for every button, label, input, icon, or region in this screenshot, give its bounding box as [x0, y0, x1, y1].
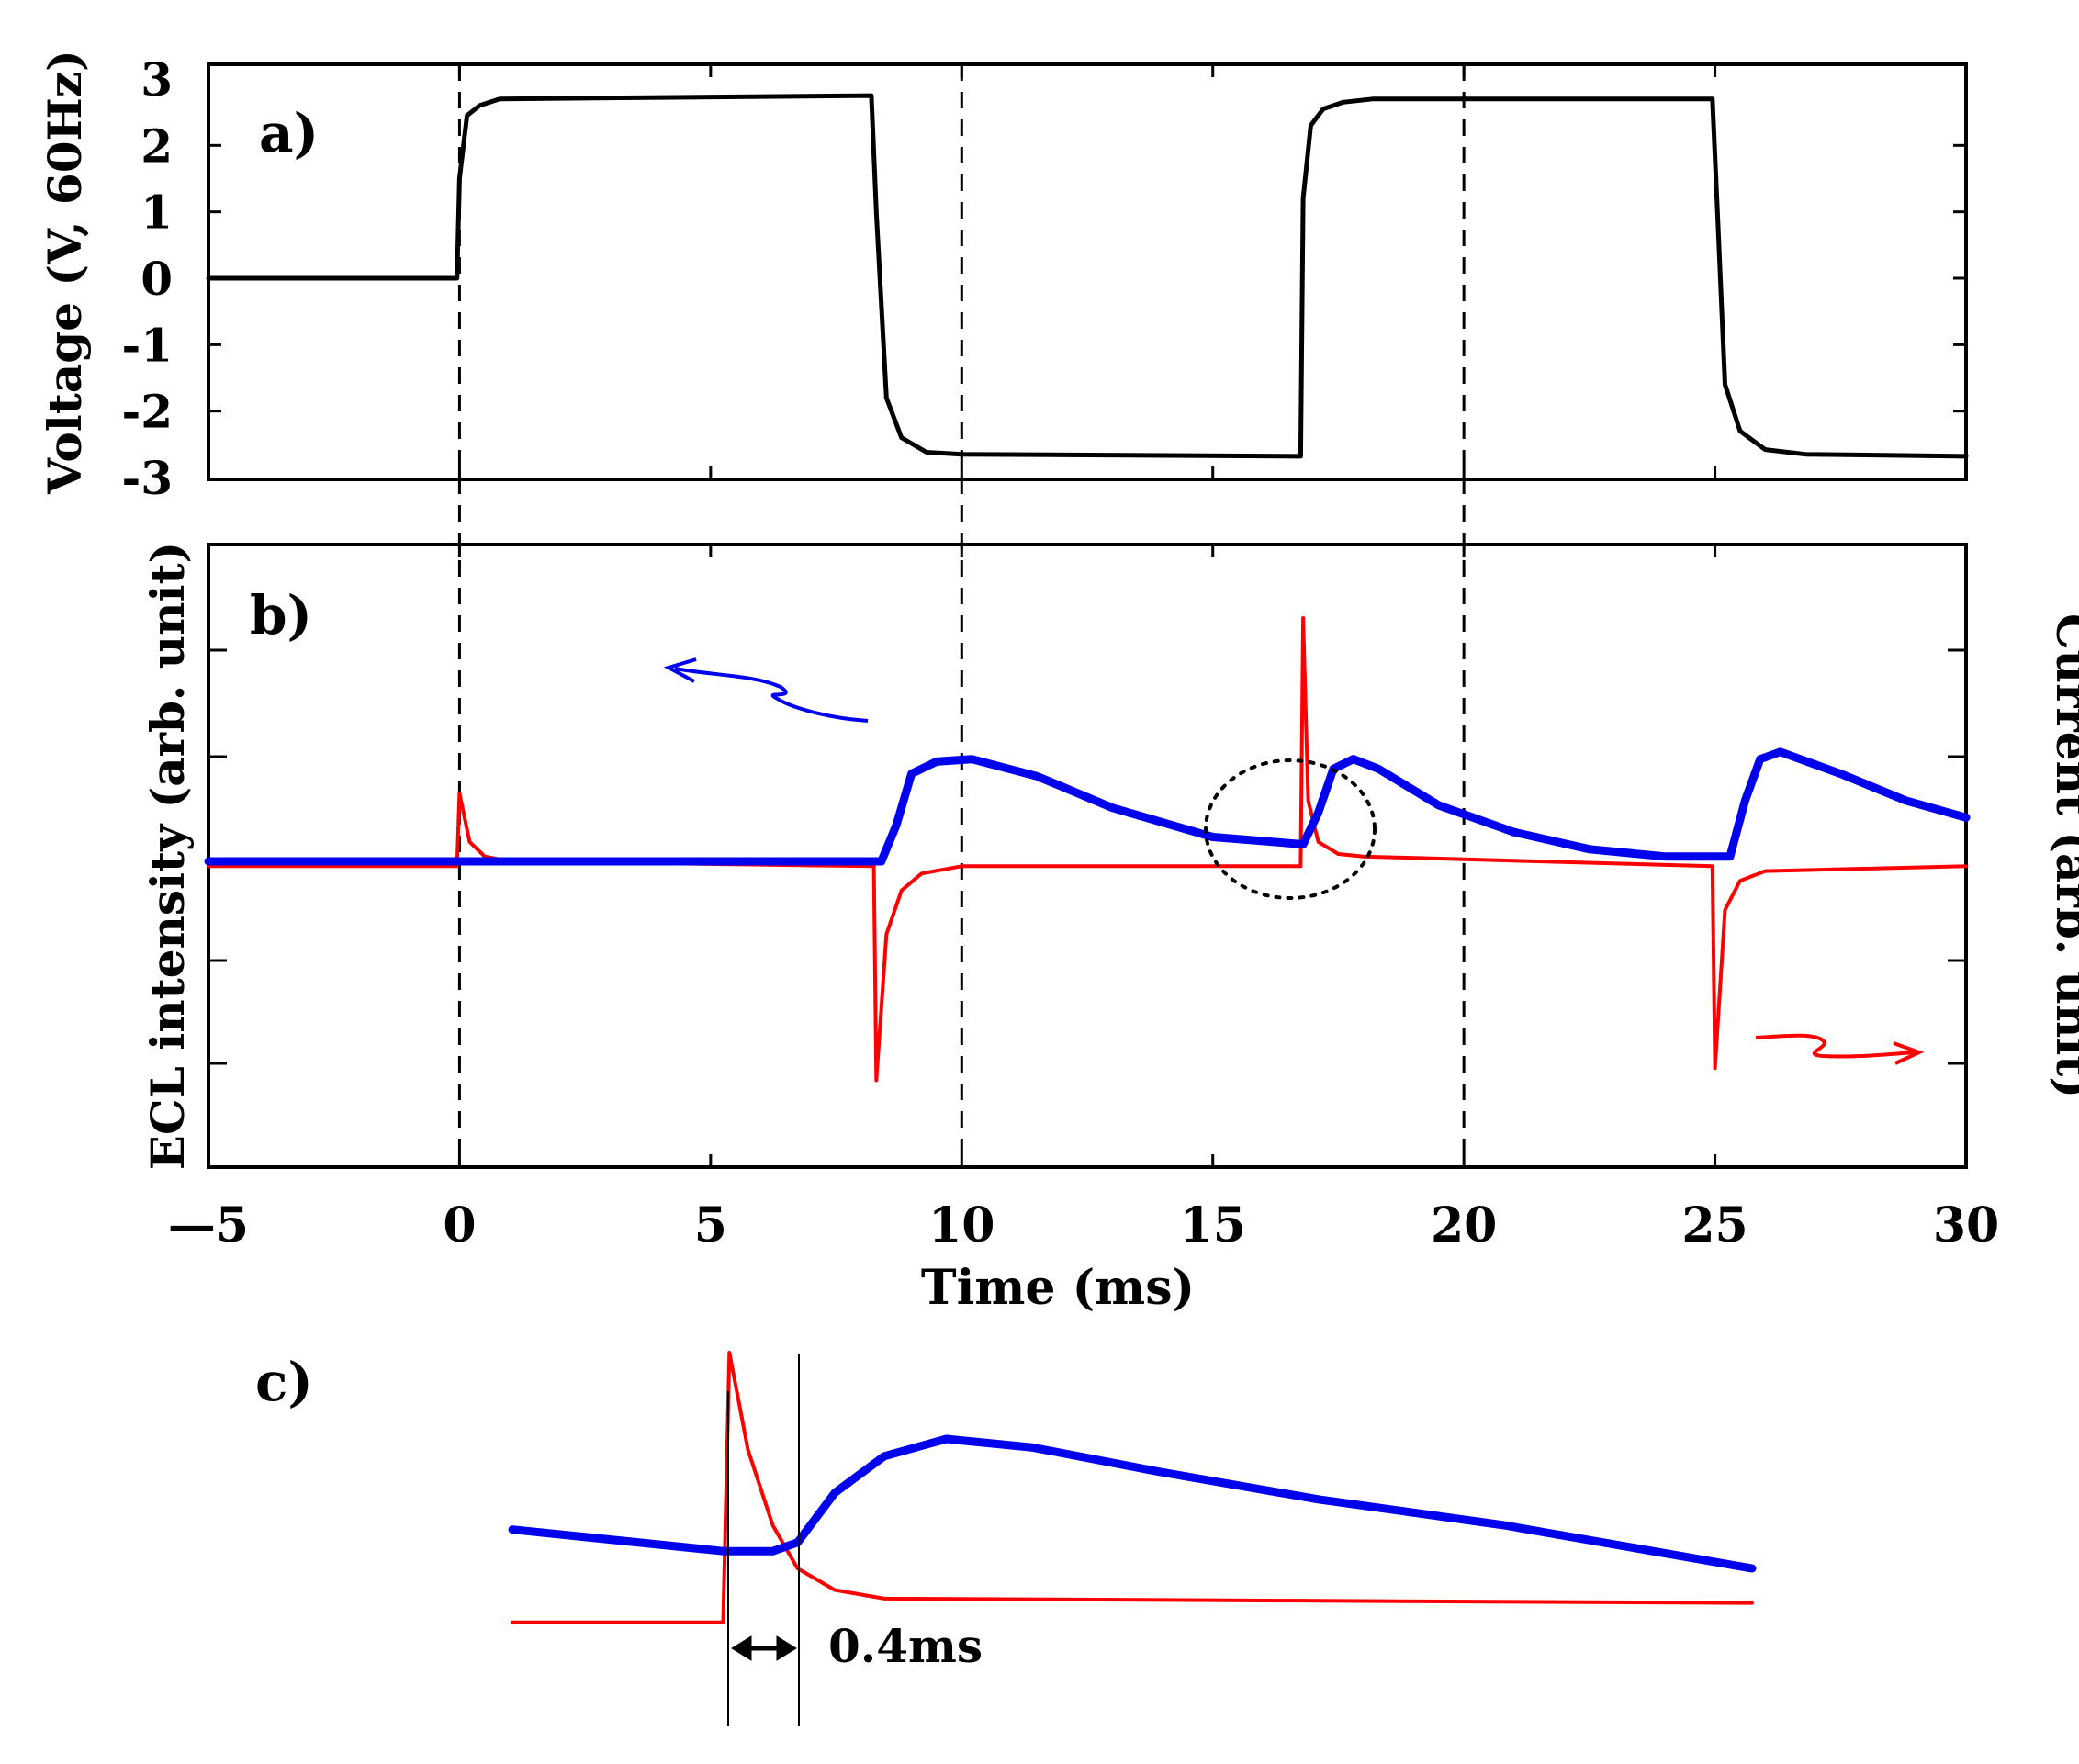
time-tick-label: 30: [1933, 1197, 1999, 1253]
panel-c-label: c): [255, 1351, 313, 1413]
voltage-series-line: [206, 93, 1969, 459]
interval-arrow-right-head: [776, 1635, 797, 1661]
voltage-tick-label: 1: [140, 185, 173, 240]
voltage-tick-label: 2: [140, 118, 173, 173]
voltage-axis-title: Voltage (V, 60Hz): [38, 50, 92, 495]
panel-b-label: b): [250, 584, 312, 646]
panel-a-frame: [207, 62, 1968, 481]
voltage-tick-label: -1: [121, 318, 173, 372]
time-tick-label: 5: [694, 1197, 727, 1253]
time-tick-label: 20: [1431, 1197, 1497, 1253]
series-layer: [204, 93, 1971, 1624]
ecl-series-line: [204, 747, 1971, 866]
voltage-tick-label: -2: [121, 385, 173, 439]
ecl-arrow-path: [674, 667, 869, 723]
interval-double-arrow: [731, 1635, 797, 1661]
current-arrow-annotation: [1755, 1033, 1925, 1065]
time-axis-title: Time (ms): [921, 1260, 1195, 1316]
ecl-arrow-annotation: [663, 657, 869, 723]
time-tick-label: 25: [1681, 1197, 1747, 1253]
inset-current-series-line: [511, 1351, 1754, 1624]
reference-lines: [457, 64, 1466, 1167]
current-arrow-head: [1893, 1041, 1925, 1065]
current-axis-title: Current (arb. unit): [2046, 613, 2079, 1098]
current-arrow-path: [1755, 1033, 1916, 1059]
panel-b-frame: [207, 543, 1968, 1169]
time-tick-label: 10: [928, 1197, 995, 1253]
inset-ecl-series-line: [508, 1434, 1757, 1573]
time-tick-label: 15: [1180, 1197, 1246, 1253]
interval-label: 0.4ms: [828, 1619, 983, 1673]
voltage-tick-label: 3: [140, 52, 173, 107]
voltage-tick-label: -3: [121, 451, 173, 505]
time-tick-label: —5: [168, 1197, 249, 1253]
time-tick-label: 0: [443, 1197, 476, 1253]
panel-a-label: a): [259, 102, 319, 164]
ticks-layer: [208, 64, 1966, 1167]
voltage-tick-label: 0: [140, 252, 173, 306]
ecl-arrow-head: [663, 657, 697, 683]
dotted-circle-annotation: [1204, 758, 1377, 900]
current-series-line: [207, 616, 1968, 1083]
ecl-axis-title: ECL intensity (arb. unit): [140, 542, 195, 1170]
interval-arrow-left-head: [731, 1635, 752, 1661]
